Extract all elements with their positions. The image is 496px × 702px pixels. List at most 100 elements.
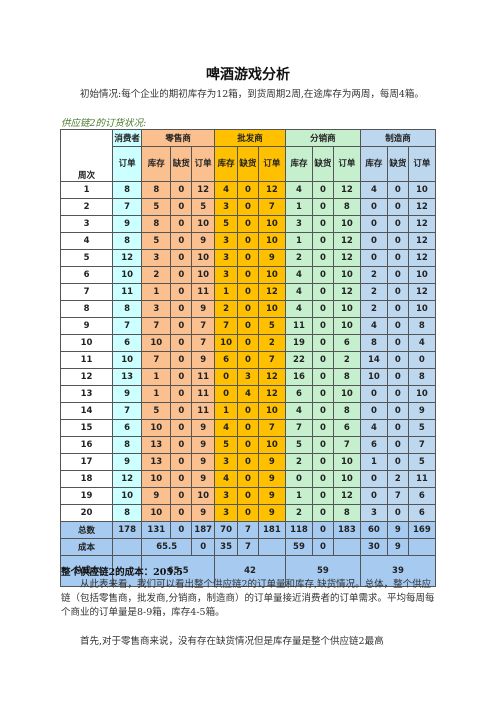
cost-distributor-inventory: 59 (284, 538, 314, 556)
table-cell: 0 (312, 232, 334, 250)
table-cell: 17 (59, 453, 114, 471)
table-cell: 0 (237, 266, 259, 284)
totals-cell: 118 (284, 521, 314, 539)
table-cell: 7 (59, 283, 114, 301)
table-cell: 0 (312, 385, 334, 403)
table-cell: 5 (141, 198, 172, 216)
table-cell: 9 (407, 402, 437, 420)
table-cell: 10 (257, 232, 286, 250)
table-cell: 0 (386, 368, 409, 386)
cost-wholesaler-inventory: 35 (214, 538, 239, 556)
table-cell: 2 (332, 351, 361, 369)
table-cell: 0 (237, 436, 259, 454)
table-cell: 2 (359, 300, 388, 318)
table-cell: 12 (257, 368, 286, 386)
table-cell: 0 (237, 351, 259, 369)
header-manufacturer-inventory: 库存 (359, 146, 388, 182)
header-wholesaler-shortage: 缺货 (237, 146, 259, 182)
table-cell: 5 (141, 402, 172, 420)
header-row-groups: 周次 消费者 零售商 批发商 分销商 制造商 (59, 129, 437, 182)
header-retailer-shortage: 缺货 (170, 146, 193, 182)
table-row: 6 10 2 0 10 3 0 10 4 0 10 2 0 10 (59, 266, 437, 284)
table-cell: 2 (386, 470, 409, 488)
table-cell: 9 (257, 504, 286, 522)
table-cell: 0 (359, 402, 388, 420)
table-cell: 0 (386, 198, 409, 216)
table-cell: 7 (407, 436, 437, 454)
header-distributor-order: 订单 (332, 146, 361, 182)
table-cell: 0 (359, 215, 388, 233)
table-cell: 5 (407, 419, 437, 437)
table-cell: 2 (284, 504, 314, 522)
table-cell: 10 (191, 266, 216, 284)
table-cell: 0 (386, 453, 409, 471)
table-cell: 3 (141, 300, 172, 318)
table-cell: 14 (59, 402, 114, 420)
cost-distributor-empty (332, 538, 361, 556)
cost-wholesaler-shortage: 7 (237, 538, 259, 556)
totals-cell: 0 (312, 521, 334, 539)
table-cell: 9 (191, 351, 216, 369)
table-cell: 0 (312, 351, 334, 369)
table-cell: 10 (407, 300, 437, 318)
table-cell: 4 (359, 181, 388, 199)
table-cell: 7 (257, 198, 286, 216)
table-row: 14 7 5 0 11 1 0 10 4 0 8 0 0 9 (59, 402, 437, 420)
table-cell: 8 (141, 215, 172, 233)
table-cell: 0 (170, 351, 193, 369)
table-cell: 9 (257, 470, 286, 488)
table-cell: 18 (59, 470, 114, 488)
table-cell: 0 (237, 470, 259, 488)
supply-chain-table: 周次 消费者 零售商 批发商 分销商 制造商 订单 库存 缺货 订单 库存 缺货… (59, 129, 437, 587)
table-cell: 12 (112, 470, 143, 488)
header-retailer-order: 订单 (191, 146, 216, 182)
table-cell: 0 (359, 487, 388, 505)
cost-distributor-shortage: 0 (312, 538, 334, 556)
table-cell: 5 (191, 198, 216, 216)
table-row: 2 7 5 0 5 3 0 7 1 0 8 0 0 12 (59, 198, 437, 216)
table-cell: 6 (407, 487, 437, 505)
table-cell: 0 (312, 436, 334, 454)
table-cell: 0 (170, 283, 193, 301)
table-cell: 1 (359, 453, 388, 471)
table-cell: 8 (407, 368, 437, 386)
table-cell: 22 (284, 351, 314, 369)
totals-cell: 9 (386, 521, 409, 539)
table-cell: 8 (59, 300, 114, 318)
table-cell: 9 (112, 215, 143, 233)
table-row: 16 8 13 0 9 5 0 10 5 0 7 6 0 7 (59, 436, 437, 454)
table-cell: 0 (407, 351, 437, 369)
table-cell: 0 (359, 385, 388, 403)
header-consumer-order: 订单 (112, 146, 143, 182)
table-cell: 11 (59, 351, 114, 369)
cost-wholesaler-empty (257, 538, 286, 556)
table-cell: 0 (170, 215, 193, 233)
table-cell: 0 (284, 470, 314, 488)
table-cell: 4 (214, 419, 239, 437)
table-cell: 0 (359, 249, 388, 267)
table-cell: 8 (112, 232, 143, 250)
table-cell: 9 (257, 453, 286, 471)
table-cell: 9 (191, 419, 216, 437)
table-cell: 7 (112, 402, 143, 420)
table-row: 15 6 10 0 9 4 0 7 7 0 6 4 0 5 (59, 419, 437, 437)
table-row: 7 11 1 0 11 1 0 12 4 0 12 2 0 12 (59, 283, 437, 301)
table-cell: 0 (386, 317, 409, 335)
table-cell: 10 (59, 334, 114, 352)
table-cell: 13 (112, 368, 143, 386)
table-cell: 8 (332, 402, 361, 420)
table-row: 19 10 9 0 10 3 0 9 1 0 12 0 7 6 (59, 487, 437, 505)
table-cell: 5 (214, 436, 239, 454)
table-cell: 10 (141, 504, 172, 522)
table-cell: 12 (407, 232, 437, 250)
table-cell: 8 (112, 300, 143, 318)
table-cell: 11 (407, 470, 437, 488)
table-cell: 10 (332, 385, 361, 403)
table-cell: 11 (284, 317, 314, 335)
supply-chain-cost-line: 整个供应链2的成本：205.5 (61, 567, 183, 578)
table-cell: 0 (312, 470, 334, 488)
header-distributor: 分销商 (284, 129, 361, 147)
table-row: 4 8 5 0 9 3 0 10 1 0 12 0 0 12 (59, 232, 437, 250)
cost-manufacturer-inventory: 30 (359, 538, 388, 556)
header-retailer: 零售商 (141, 129, 216, 147)
